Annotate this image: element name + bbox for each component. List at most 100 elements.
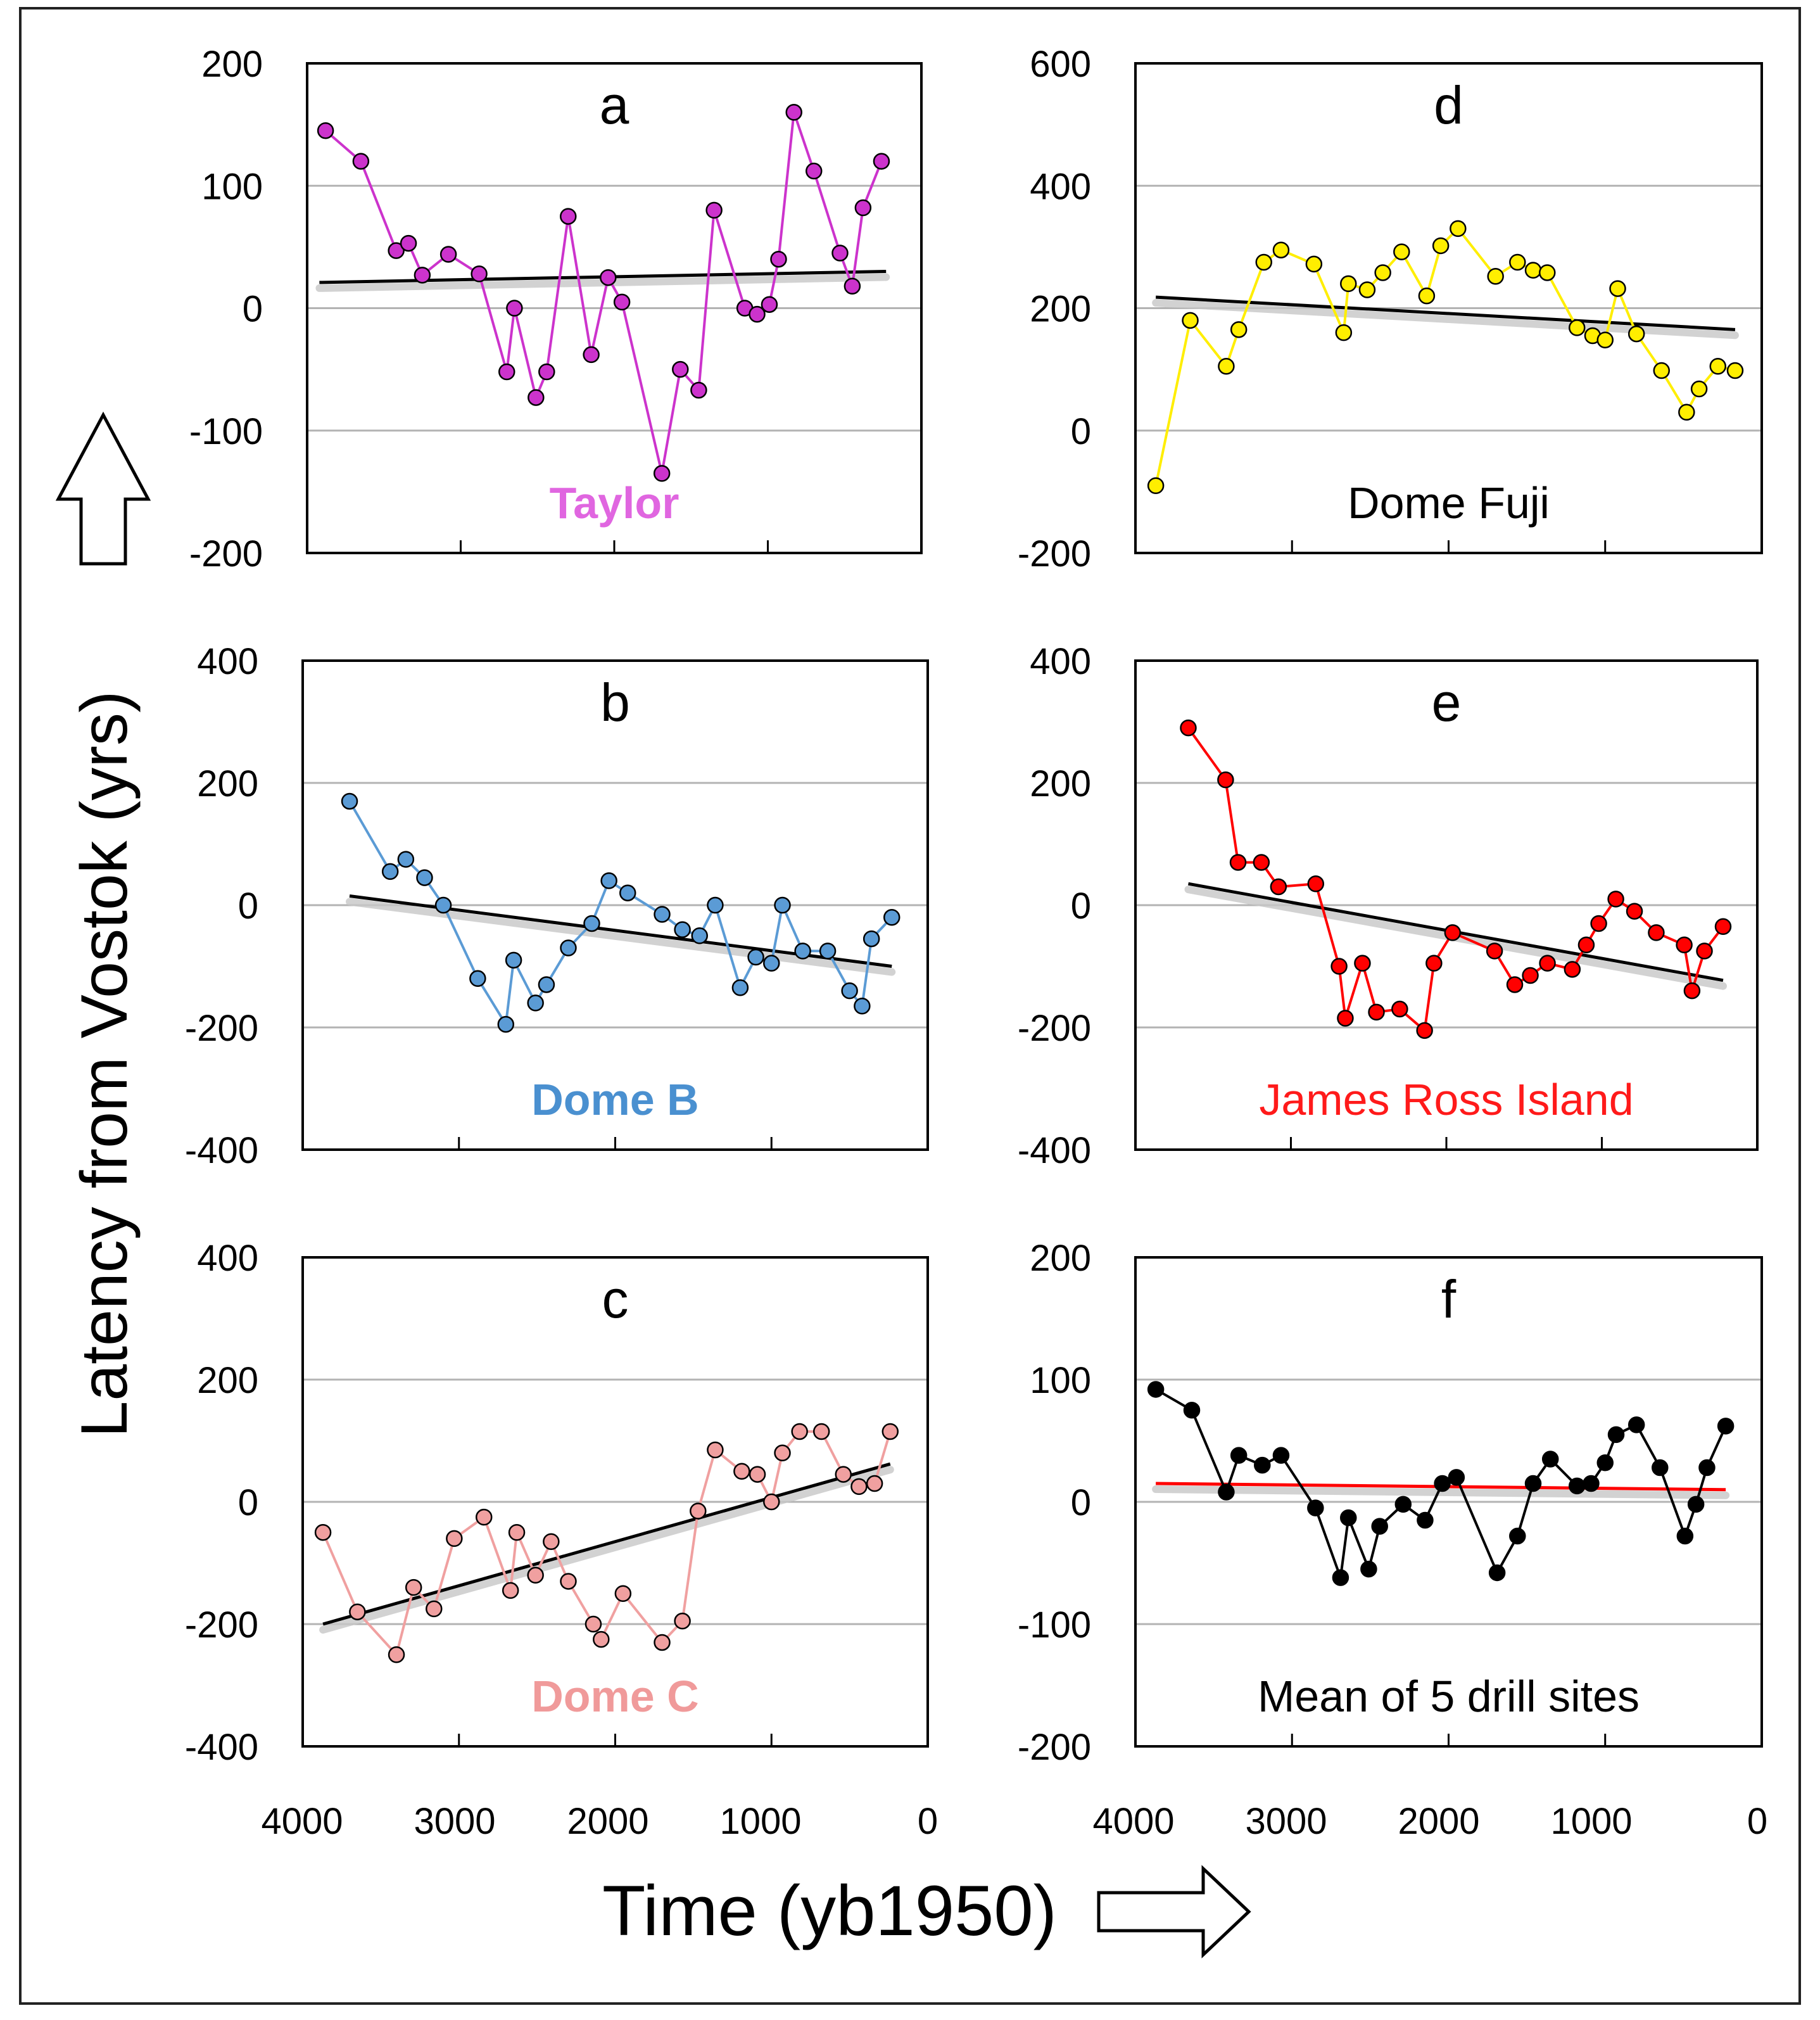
data-point [1147,1381,1165,1398]
data-point [707,1441,724,1459]
y-tick-label: -100 [189,411,263,452]
data-point [1450,220,1467,238]
trend-line [1156,295,1736,331]
data-point [527,1566,544,1584]
data-point [1434,1475,1451,1492]
data-point [1539,955,1556,972]
data-point [883,909,901,926]
data-point [614,1585,632,1602]
data-point [747,948,764,966]
data-point [1683,982,1701,1000]
x-tick-labels-right: 4000 3000 2000 1000 0 [1092,1801,1767,1842]
data-point [835,1466,852,1483]
x-tick-label: 4000 [1092,1801,1174,1842]
data-point [1448,1469,1465,1486]
data-point [1509,1527,1526,1545]
x-tick-label: 1000 [1550,1801,1632,1842]
panel-letter: c [602,1269,629,1329]
data-point [352,153,370,170]
data-point [317,122,334,139]
y-tick-label: 100 [1030,1360,1091,1401]
data-point [600,269,617,286]
data-point [854,997,871,1015]
data-point [1217,771,1234,789]
data-point [774,896,791,914]
data-point [1687,1496,1705,1513]
data-point [446,1530,463,1547]
data-point [1230,321,1248,338]
data-point [543,1533,560,1550]
data-point [654,906,671,923]
data-point [1183,1402,1201,1419]
data-point [654,1634,671,1651]
data-point [1678,403,1695,421]
data-point [882,1423,899,1440]
data-point [705,201,723,219]
data-point [508,1524,526,1541]
data-point [1564,961,1581,978]
data-point [1488,1564,1506,1582]
y-tick-label: -200 [1018,1008,1091,1049]
data-point [388,1646,405,1663]
data-point [1627,1416,1645,1433]
data-point [583,346,600,364]
panel-a: 200 100 0 -100 -200 a Taylor [189,44,923,575]
data-point [733,1463,750,1480]
y-tick-label: 400 [197,641,258,682]
data-point [349,1603,366,1620]
data-point [1368,1003,1385,1021]
y-tick-label: -400 [185,1130,258,1171]
data-point [506,300,523,317]
data-point [1714,918,1732,936]
data-point [583,915,600,932]
y-tick-label: 400 [1030,641,1091,682]
data-point [1255,253,1272,271]
y-tick-label: 400 [1030,166,1091,207]
x-tick-labels-left: 4000 3000 2000 1000 0 [261,1801,938,1842]
data-point [1432,237,1450,255]
data-point [1218,358,1235,375]
trend-line-shadow [1152,1485,1730,1499]
data-point [1335,324,1353,341]
data-point [439,246,457,263]
y-tick-label: 200 [197,1360,258,1401]
data-point [1305,255,1323,273]
data-point [1270,878,1287,896]
data-point [1726,362,1744,379]
y-tick-label: -400 [1018,1130,1091,1171]
data-point [761,296,778,313]
right-arrow-icon [1097,1865,1251,1959]
y-tick-label: 200 [1030,289,1091,330]
data-point [674,1612,691,1630]
data-point [1676,1527,1694,1545]
data-point [341,792,358,810]
data-point [841,982,858,1000]
y-tick-label: -400 [185,1727,258,1768]
y-tick-label: 200 [1030,763,1091,804]
data-point [1577,936,1595,953]
data-point [498,363,515,381]
data-point [1626,903,1643,920]
data-point [873,153,890,170]
panel-c: 400 200 0 -200 -400 c Dome C [185,1238,929,1768]
data-point [1539,264,1556,281]
y-tick-label: -200 [185,1008,258,1049]
y-tick-label: -100 [1018,1604,1091,1646]
data-point [1596,331,1614,348]
y-tick-label: -200 [1018,533,1091,575]
data-point [1416,1022,1433,1039]
y-tick-label: -200 [189,533,263,575]
data-point [1607,1426,1625,1444]
x-tick-label: 2000 [567,1801,648,1842]
y-tick-label: 0 [1071,411,1091,452]
site-label: Dome C [531,1672,698,1721]
data-point [690,381,707,399]
data-point [502,1582,519,1599]
data-point [707,896,724,914]
trend-line [322,1462,891,1626]
panel-letter: b [600,673,630,732]
data-point [850,1478,868,1496]
y-tick-label: 0 [238,1482,258,1523]
data-point [400,234,417,252]
data-point [1254,1456,1271,1474]
